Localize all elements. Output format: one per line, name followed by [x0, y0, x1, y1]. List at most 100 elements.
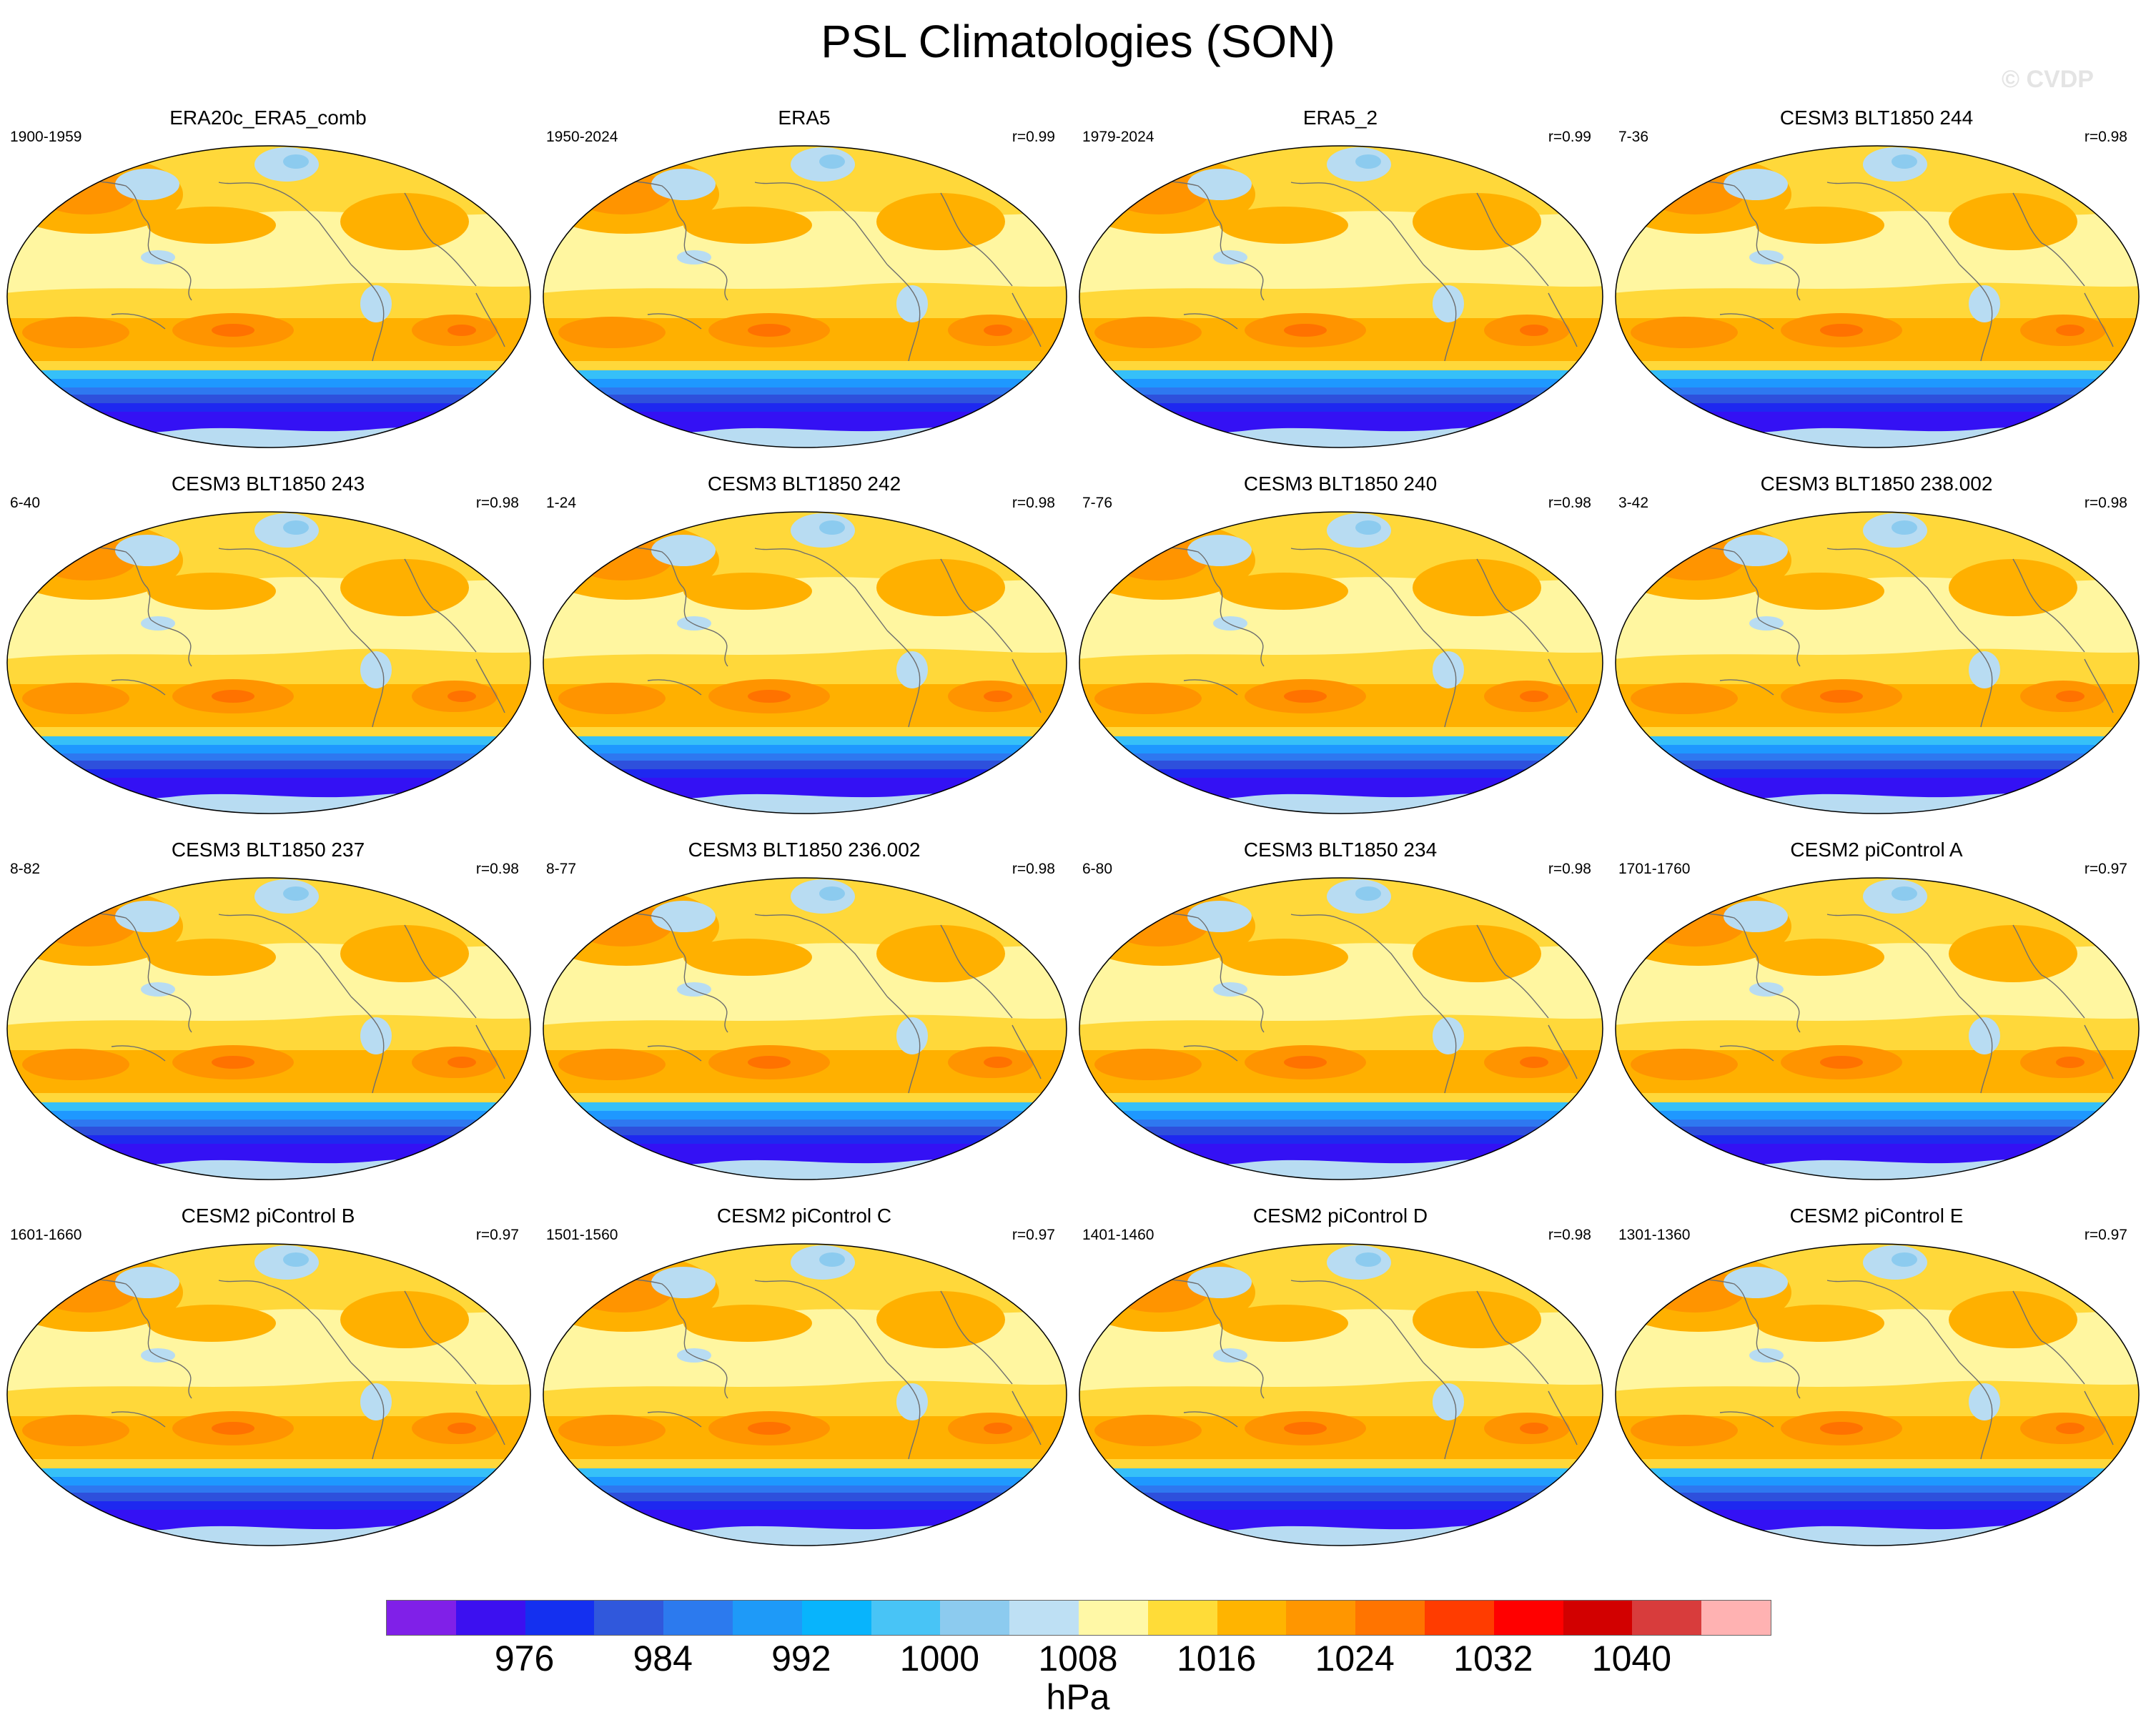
map-panel: CESM2 piControl E 1301-1360 r=0.97 [1608, 1204, 2145, 1568]
panel-correlation: r=0.98 [1012, 495, 1055, 511]
panel-years: 7-36 [1618, 129, 1649, 145]
panel-years: 1979-2024 [1082, 129, 1154, 145]
colorbar-box [594, 1601, 664, 1635]
panel-title: CESM2 piControl E [1789, 1205, 1964, 1227]
panel-title: CESM2 piControl B [181, 1205, 355, 1227]
panel-title: CESM3 BLT1850 242 [707, 473, 901, 495]
colorbar-box [871, 1601, 941, 1635]
psl-map [1079, 145, 1603, 448]
psl-map [1615, 145, 2140, 448]
panel-years: 1-24 [546, 495, 577, 511]
colorbar-box [1632, 1601, 1702, 1635]
panel-correlation: r=0.98 [1548, 495, 1591, 511]
map-panel: ERA20c_ERA5_comb 1900-1959 [0, 106, 536, 470]
colorbar-box [663, 1601, 733, 1635]
panel-years: 8-77 [546, 861, 577, 877]
colorbar-box [732, 1601, 802, 1635]
panel-years: 1501-1560 [546, 1227, 618, 1243]
colorbar-box [940, 1601, 1010, 1635]
psl-map [6, 511, 531, 814]
panel-correlation: r=0.98 [1548, 861, 1591, 877]
colorbar-box [1147, 1601, 1217, 1635]
colorbar-tick-label: 984 [633, 1638, 693, 1679]
panel-correlation: r=0.98 [1012, 861, 1055, 877]
psl-map [1615, 1243, 2140, 1546]
map-panel: CESM3 BLT1850 242 1-24 r=0.98 [536, 472, 1072, 836]
colorbar-box [801, 1601, 871, 1635]
colorbar-tick-label: 1040 [1591, 1638, 1671, 1679]
panel-title: CESM3 BLT1850 236.002 [688, 839, 921, 861]
map-panel: ERA5 1950-2024 r=0.99 [536, 106, 1072, 470]
panel-title: CESM3 BLT1850 240 [1243, 473, 1438, 495]
colorbar-box [1078, 1601, 1148, 1635]
panel-grid: ERA20c_ERA5_comb 1900-1959 ERA5 1950-2024 r=… [0, 106, 2145, 1568]
colorbar-box [455, 1601, 525, 1635]
colorbar-box [1355, 1601, 1425, 1635]
map-panel: CESM3 BLT1850 237 8-82 r=0.98 [0, 838, 536, 1202]
map-panel: CESM3 BLT1850 244 7-36 r=0.98 [1608, 106, 2145, 470]
panel-title: CESM2 piControl D [1252, 1205, 1428, 1227]
panel-correlation: r=0.97 [2084, 1227, 2127, 1243]
panel-years: 1950-2024 [546, 129, 618, 145]
colorbar-tick-label: 976 [494, 1638, 555, 1679]
panel-years: 1601-1660 [10, 1227, 82, 1243]
page-title: PSL Climatologies (SON) [821, 16, 1335, 67]
colorbar-box [525, 1601, 595, 1635]
watermark: © CVDP [2002, 66, 2094, 93]
psl-map [543, 511, 1067, 814]
panel-title: CESM3 BLT1850 243 [171, 473, 365, 495]
psl-map [6, 1243, 531, 1546]
colorbar-tick-label: 992 [771, 1638, 831, 1679]
panel-years: 7-76 [1082, 495, 1113, 511]
psl-map [1615, 877, 2140, 1180]
colorbar-box [1424, 1601, 1494, 1635]
panel-title: CESM2 piControl A [1790, 839, 1963, 861]
psl-map [1615, 511, 2140, 814]
map-panel: CESM3 BLT1850 236.002 8-77 r=0.98 [536, 838, 1072, 1202]
colorbar-box [1701, 1601, 1771, 1635]
colorbar-box [1493, 1601, 1563, 1635]
map-panel: CESM2 piControl A 1701-1760 r=0.97 [1608, 838, 2145, 1202]
map-panel: CESM3 BLT1850 234 6-80 r=0.98 [1072, 838, 1608, 1202]
panel-correlation: r=0.98 [475, 861, 519, 877]
panel-title: CESM3 BLT1850 244 [1779, 107, 1974, 129]
panel-years: 1701-1760 [1618, 861, 1691, 877]
panel-years: 3-42 [1618, 495, 1649, 511]
colorbar-tick-label: 1008 [1038, 1638, 1118, 1679]
panel-correlation: r=0.99 [1548, 129, 1591, 145]
map-panel: CESM2 piControl D 1401-1460 r=0.98 [1072, 1204, 1608, 1568]
panel-years: 1301-1360 [1618, 1227, 1691, 1243]
colorbar-tick-label: 1000 [899, 1638, 979, 1679]
panel-title: CESM3 BLT1850 238.002 [1760, 473, 1993, 495]
panel-correlation: r=0.99 [1012, 129, 1055, 145]
colorbar-box [1009, 1601, 1079, 1635]
panel-years: 1401-1460 [1082, 1227, 1154, 1243]
panel-title: ERA5_2 [1302, 107, 1378, 129]
colorbar-units: hPa [1046, 1677, 1110, 1717]
map-panel: CESM3 BLT1850 238.002 3-42 r=0.98 [1608, 472, 2145, 836]
psl-map [1079, 511, 1603, 814]
panel-years: 6-40 [10, 495, 41, 511]
panel-title: ERA5 [778, 107, 831, 129]
map-panel: CESM3 BLT1850 243 6-40 r=0.98 [0, 472, 536, 836]
panel-years: 6-80 [1082, 861, 1113, 877]
psl-map [1079, 1243, 1603, 1546]
colorbar-tick-label: 1032 [1453, 1638, 1533, 1679]
colorbar-box [1286, 1601, 1356, 1635]
panel-correlation: r=0.98 [475, 495, 519, 511]
panel-years: 1900-1959 [10, 129, 82, 145]
panel-years: 8-82 [10, 861, 41, 877]
colorbar-box [1217, 1601, 1287, 1635]
panel-correlation: r=0.97 [475, 1227, 519, 1243]
map-panel: CESM2 piControl C 1501-1560 r=0.97 [536, 1204, 1072, 1568]
panel-correlation: r=0.98 [2084, 129, 2127, 145]
panel-title: CESM3 BLT1850 234 [1243, 839, 1438, 861]
panel-correlation: r=0.97 [1012, 1227, 1055, 1243]
psl-map [6, 877, 531, 1180]
panel-correlation: r=0.98 [1548, 1227, 1591, 1243]
colorbar-labels: 976 984 992 1000 1008 1016 1024 1032 1040 [0, 1637, 2156, 1680]
colorbar-tick-label: 1016 [1176, 1638, 1257, 1679]
panel-title: CESM2 piControl C [716, 1205, 892, 1227]
psl-map [6, 145, 531, 448]
psl-map [1079, 877, 1603, 1180]
